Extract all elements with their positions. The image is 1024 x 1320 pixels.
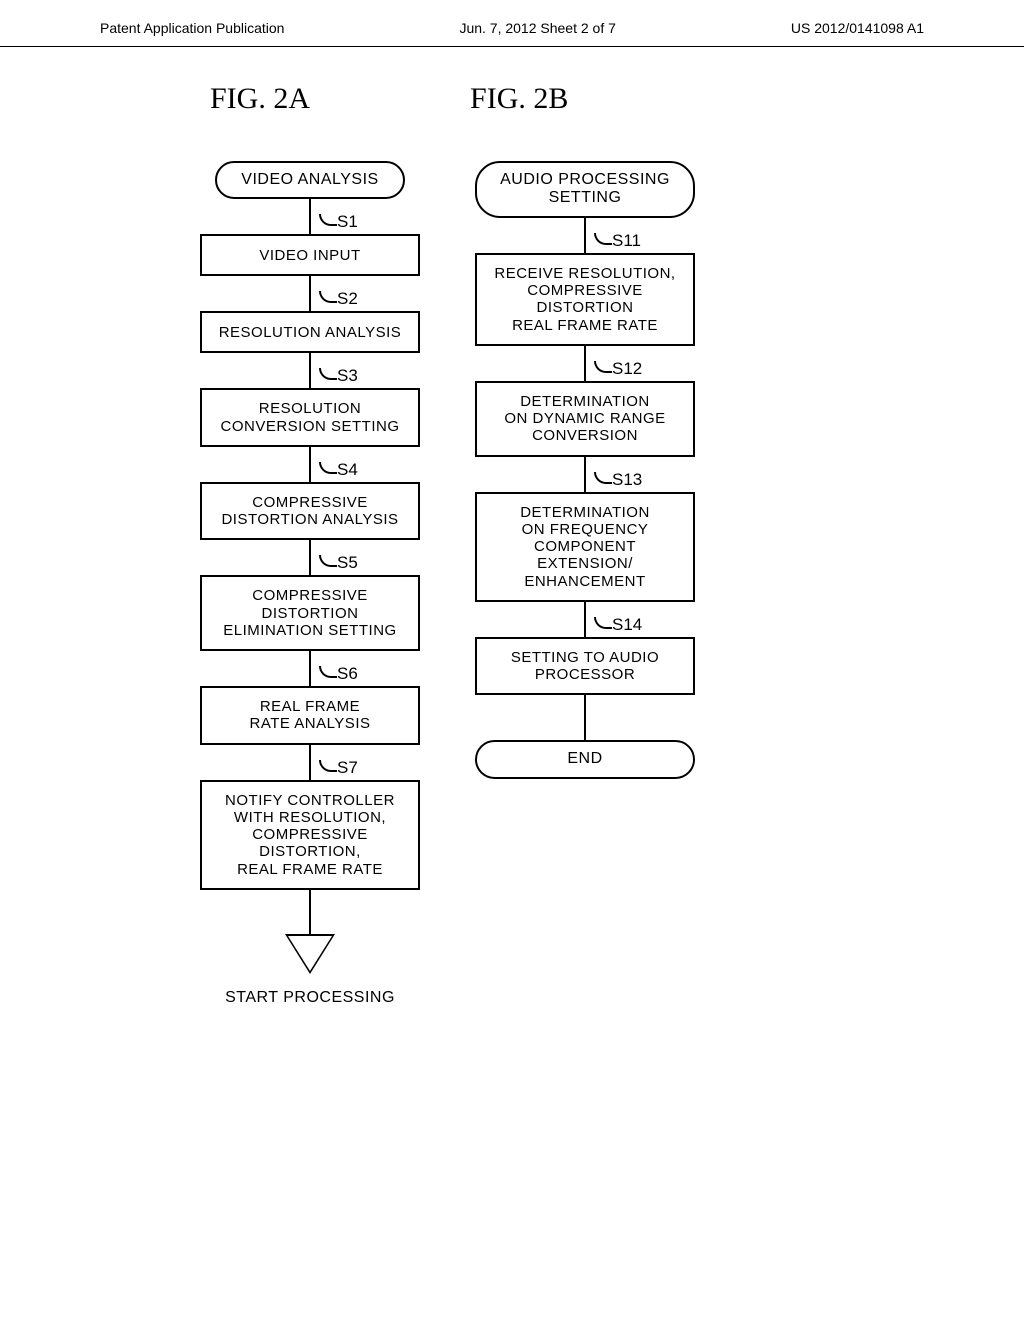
curve-icon <box>319 555 337 567</box>
diagrams-container: VIDEO ANALYSIS S1VIDEO INPUTS2RESOLUTION… <box>0 161 1024 1007</box>
step-label-s12: S12 <box>612 359 642 379</box>
step-box-s7: NOTIFY CONTROLLERWITH RESOLUTION,COMPRES… <box>200 780 420 890</box>
connector: S4 <box>309 447 311 482</box>
curve-icon <box>319 291 337 303</box>
fig-2a-label: FIG. 2A <box>210 82 310 116</box>
connector: S12 <box>584 346 586 381</box>
connector: S1 <box>309 199 311 234</box>
curve-icon <box>594 472 612 484</box>
header-right: US 2012/0141098 A1 <box>791 20 924 36</box>
step-label-s5: S5 <box>337 553 358 573</box>
curve-icon <box>319 462 337 474</box>
flowchart-a: VIDEO ANALYSIS S1VIDEO INPUTS2RESOLUTION… <box>200 161 420 1007</box>
step-box-s3: RESOLUTIONCONVERSION SETTING <box>200 388 420 447</box>
step-label-s13: S13 <box>612 470 642 490</box>
page-header: Patent Application Publication Jun. 7, 2… <box>0 0 1024 47</box>
step-label-s6: S6 <box>337 664 358 684</box>
flowchart-b: AUDIO PROCESSINGSETTING S11RECEIVE RESOL… <box>475 161 695 1007</box>
step-box-s4: COMPRESSIVEDISTORTION ANALYSIS <box>200 482 420 541</box>
fig-a-start-terminal: VIDEO ANALYSIS <box>215 161 405 199</box>
connector: S11 <box>584 218 586 253</box>
step-box-s12: DETERMINATIONON DYNAMIC RANGECONVERSION <box>475 381 695 457</box>
connector: S14 <box>584 602 586 637</box>
fig-b-end-terminal: END <box>475 740 695 778</box>
connector: S5 <box>309 540 311 575</box>
figure-labels-row: FIG. 2A FIG. 2B <box>0 82 1024 116</box>
step-label-s1: S1 <box>337 212 358 232</box>
step-box-s13: DETERMINATIONON FREQUENCYCOMPONENT EXTEN… <box>475 492 695 602</box>
curve-icon <box>594 233 612 245</box>
connector-to-triangle <box>309 890 311 935</box>
step-box-s5: COMPRESSIVE DISTORTIONELIMINATION SETTIN… <box>200 575 420 651</box>
connector: S3 <box>309 353 311 388</box>
step-label-s7: S7 <box>337 758 358 778</box>
connector: S7 <box>309 745 311 780</box>
curve-icon <box>594 361 612 373</box>
curve-icon <box>319 368 337 380</box>
connector: S6 <box>309 651 311 686</box>
fig-a-end-text: START PROCESSING <box>225 989 395 1007</box>
step-label-s14: S14 <box>612 615 642 635</box>
curve-icon <box>594 617 612 629</box>
curve-icon <box>319 214 337 226</box>
step-label-s4: S4 <box>337 460 358 480</box>
triangle-icon <box>285 934 335 974</box>
step-box-s11: RECEIVE RESOLUTION,COMPRESSIVE DISTORTIO… <box>475 253 695 346</box>
step-label-s3: S3 <box>337 366 358 386</box>
step-label-s11: S11 <box>612 231 641 251</box>
connector: S2 <box>309 276 311 311</box>
fig-b-start-terminal: AUDIO PROCESSINGSETTING <box>475 161 695 218</box>
curve-icon <box>319 760 337 772</box>
step-box-s2: RESOLUTION ANALYSIS <box>200 311 420 353</box>
curve-icon <box>319 666 337 678</box>
step-box-s1: VIDEO INPUT <box>200 234 420 276</box>
connector-to-end <box>584 695 586 740</box>
step-box-s6: REAL FRAMERATE ANALYSIS <box>200 686 420 745</box>
step-box-s14: SETTING TO AUDIOPROCESSOR <box>475 637 695 696</box>
header-center: Jun. 7, 2012 Sheet 2 of 7 <box>459 20 615 36</box>
connector: S13 <box>584 457 586 492</box>
step-label-s2: S2 <box>337 289 358 309</box>
fig-2b-label: FIG. 2B <box>470 82 568 116</box>
header-left: Patent Application Publication <box>100 20 284 36</box>
